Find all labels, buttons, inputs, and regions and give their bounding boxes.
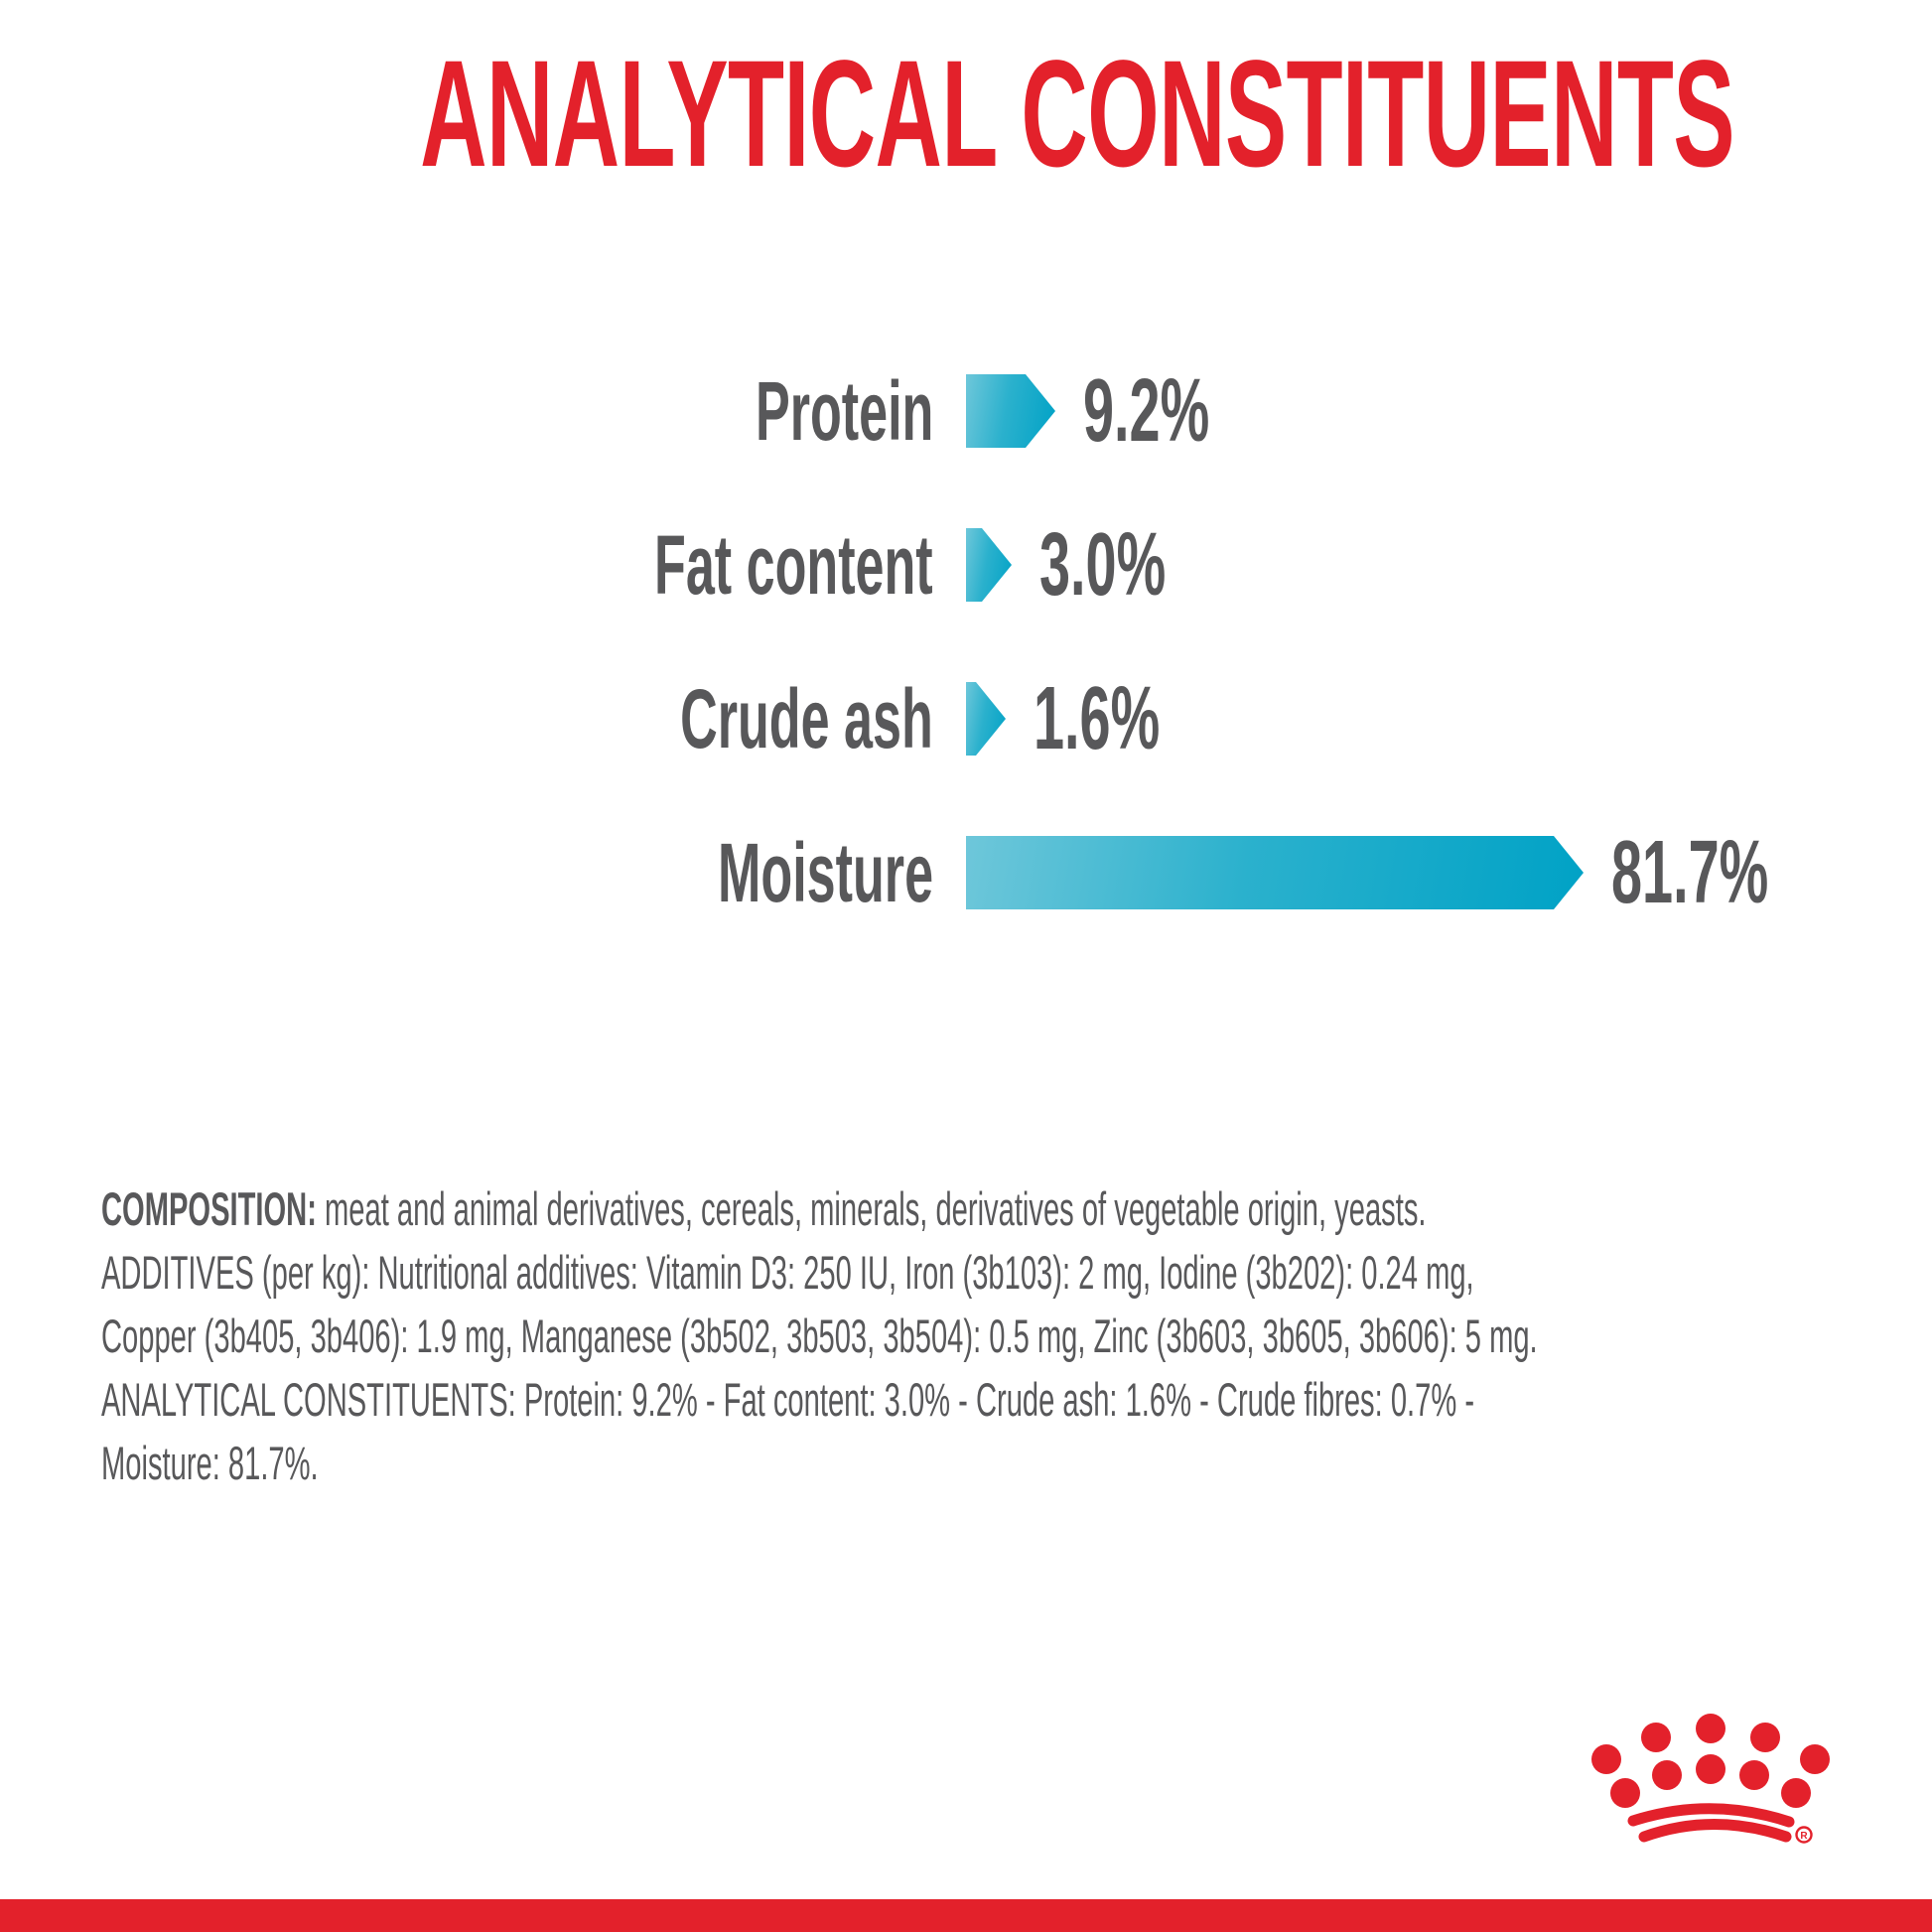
composition-line: COMPOSITION: meat and animal derivatives… (101, 1177, 1427, 1241)
constituent-value: 9.2% (1083, 360, 1287, 463)
constituent-value-text: 3.0% (1039, 514, 1167, 615)
chart-row-moisture: Moisture 81.7% (0, 823, 1932, 922)
page-title: ANALYTICAL CONSTITUENTS (0, 38, 1932, 190)
bar-fat-content (966, 528, 1012, 602)
constituent-label: Crude ash (0, 671, 933, 767)
crown-dot (1610, 1778, 1640, 1808)
royal-canin-crown-logo: R (1591, 1714, 1830, 1844)
registered-mark-letter: R (1800, 1831, 1808, 1842)
crown-dot (1591, 1744, 1621, 1774)
bar-moisture (966, 836, 1584, 909)
chart-row-protein: Protein 9.2% (0, 361, 1932, 461)
composition-line: ANALYTICAL CONSTITUENTS: Protein: 9.2% -… (101, 1373, 1475, 1426)
chart-row-crude-ash: Crude ash 1.6% (0, 669, 1932, 768)
constituent-label-text: Fat content (654, 517, 933, 612)
constituent-label-text: Protein (755, 363, 933, 458)
constituent-label: Protein (0, 363, 933, 460)
analytical-constituents-chart: Protein 9.2% Fat content 3.0% Crude ash … (0, 361, 1932, 990)
composition-line-text: meat and animal derivatives, cereals, mi… (316, 1182, 1427, 1235)
composition-line: Copper (3b405, 3b406): 1.9 mg, Manganese… (101, 1310, 1538, 1362)
constituent-label-text: Crude ash (680, 671, 933, 765)
bottom-red-bar (0, 1899, 1932, 1932)
crown-dot (1781, 1778, 1811, 1808)
composition-line: Moisture: 81.7%. (101, 1437, 319, 1489)
constituent-label: Fat content (0, 517, 933, 614)
composition-heading: COMPOSITION: (101, 1182, 317, 1235)
composition-text-block: COMPOSITION: meat and animal derivatives… (101, 1177, 1888, 1495)
crown-dot (1750, 1723, 1780, 1752)
registered-mark-circle (1795, 1826, 1813, 1844)
crown-dot (1652, 1760, 1682, 1790)
crown-base-upper-arc (1627, 1803, 1795, 1828)
constituent-label-text: Moisture (717, 825, 933, 919)
crown-dot (1696, 1754, 1725, 1784)
constituent-value: 1.6% (1034, 668, 1237, 770)
constituent-value-text: 9.2% (1083, 360, 1210, 461)
page-title-text: ANALYTICAL CONSTITUENTS (420, 29, 1734, 199)
composition-line: ADDITIVES (per kg): Nutritional additive… (101, 1246, 1474, 1299)
constituent-value: 81.7% (1611, 822, 1864, 924)
crown-base-lower-arc (1638, 1819, 1792, 1843)
constituent-value-text: 81.7% (1611, 822, 1769, 922)
bar-protein (966, 374, 1055, 448)
constituent-value-text: 1.6% (1034, 668, 1161, 768)
constituent-label: Moisture (0, 825, 933, 921)
crown-dot (1696, 1714, 1725, 1743)
bar-crude-ash (966, 682, 1006, 756)
chart-row-fat-content: Fat content 3.0% (0, 515, 1932, 615)
constituent-value: 3.0% (1039, 514, 1243, 617)
crown-dot (1800, 1744, 1830, 1774)
crown-dot (1641, 1723, 1671, 1752)
crown-dot (1739, 1760, 1769, 1790)
